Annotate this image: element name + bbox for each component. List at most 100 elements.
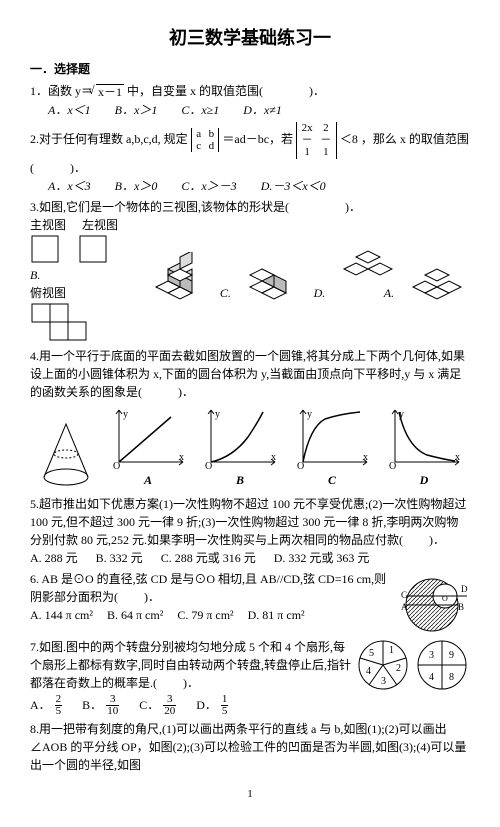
q6-opt-c: C. 79 π cm²: [177, 606, 233, 624]
q6-stem: 6. AB 是⊙O 的直径,弦 CD 是与⊙O 相切,且 AB//CD,弦 CD…: [30, 572, 386, 604]
svg-text:x: x: [179, 452, 184, 463]
q5-opt-b: B. 332 元: [96, 549, 143, 567]
q2-opt-a: A．x＜3: [48, 177, 91, 195]
svg-text:A: A: [401, 602, 408, 612]
q5-opt-a: A. 288 元: [30, 549, 78, 567]
q5-stem-end: )．: [429, 533, 445, 547]
q8-stem: 8.用一把带有刻度的角尺,(1)可以画出两条平行的直线 a 与 b,如图(1);…: [30, 722, 466, 772]
q7-d-lab: D．: [196, 696, 217, 714]
svg-text:O: O: [113, 461, 120, 469]
svg-text:O: O: [297, 461, 304, 469]
q3-opt-b: B.: [30, 268, 40, 282]
svg-text:x: x: [363, 452, 368, 463]
q6-stem-end: )．: [144, 590, 160, 604]
question-2: 2.对于任何有理数 a,b,c,d, 规定 a b c d ＝ad－bc，若 2…: [30, 122, 470, 194]
q2-opt-b: B．x＞0: [115, 177, 158, 195]
det2: 2x 2 －1 －1: [296, 122, 337, 158]
question-5: 5.超市推出如下优惠方案(1)一次性购物不超过 100 元不享受优惠;(2)一次…: [30, 495, 470, 567]
q7-opt-d: 15: [221, 694, 229, 717]
label-zuoshi: 左视图: [82, 216, 118, 234]
question-7: 7.如图.图中的两个转盘分别被均匀地分成 5 个和 4 个扇形,每个扇形上都标有…: [30, 638, 470, 717]
iso-option: [408, 252, 463, 302]
q1-stem-c: )．: [309, 84, 325, 98]
q6-opt-d: D. 81 π cm²: [248, 606, 305, 624]
q7-opt-c: 320: [163, 694, 176, 717]
svg-text:y: y: [123, 409, 128, 420]
svg-text:2: 2: [396, 663, 401, 674]
question-4: 4.用一个平行于底面的平面去截如图放置的一个圆锥,将其分成上下两个几何体,如果设…: [30, 347, 470, 489]
q2-opt-d: D.－3＜x＜0: [261, 177, 326, 195]
q2-stem-a: 2.对于任何有理数 a,b,c,d, 规定: [30, 132, 188, 146]
question-6: 6. AB 是⊙O 的直径,弦 CD 是与⊙O 相切,且 AB//CD,弦 CD…: [30, 570, 470, 635]
svg-text:5: 5: [369, 648, 374, 659]
graph-d: x y O: [387, 407, 462, 469]
radicand: x－1: [96, 84, 124, 99]
det1: a b c d: [191, 128, 220, 152]
q2-stem-b: ＝ad－bc，若: [222, 132, 293, 146]
q4-stem: 4.用一个平行于底面的平面去截如图放置的一个圆锥,将其分成上下两个几何体,如果设…: [30, 349, 465, 399]
q2-opt-c: C．x＞－3: [181, 177, 236, 195]
q2-stem-c: ＜8 ，那么 x 的取值范围: [340, 132, 469, 146]
q1-opt-a: A．x＜1: [48, 101, 91, 119]
iso-option: [151, 252, 206, 302]
svg-text:D: D: [461, 584, 468, 594]
q2-stem-e: )．: [70, 161, 86, 175]
q1-opt-d: D．x≠1: [243, 101, 282, 119]
svg-text:x: x: [271, 452, 276, 463]
q1-stem-a: 1．函数 y＝: [30, 84, 93, 98]
sqrt-expr: x－1 √: [96, 83, 124, 101]
three-view-icon: [30, 234, 120, 264]
q4-opt-c: C: [295, 471, 370, 489]
q5-opt-d: D. 332 元或 363 元: [274, 549, 370, 567]
q4-stem-end: )．: [178, 385, 194, 399]
q1-stem-b: 中，自变量 x 的取值范围(: [127, 84, 263, 98]
q6-opt-a: A. 144 π cm²: [30, 606, 93, 624]
svg-text:3: 3: [429, 650, 434, 661]
svg-text:O: O: [442, 594, 448, 603]
graph-b: x y O: [203, 407, 278, 469]
page-number: 1: [30, 786, 470, 803]
svg-text:1: 1: [389, 645, 394, 656]
svg-text:O: O: [389, 461, 396, 469]
svg-text:4: 4: [429, 672, 434, 683]
q6-opt-b: B. 64 π cm²: [107, 606, 163, 624]
iso-option: [245, 252, 300, 302]
q7-stem-end: )．: [183, 676, 199, 690]
top-view-icon: [30, 302, 90, 344]
graph-a: x y O: [111, 407, 186, 469]
svg-text:y: y: [399, 409, 404, 420]
svg-text:B: B: [458, 602, 464, 612]
q4-opt-a: A: [111, 471, 186, 489]
q2-stem-d: (: [30, 161, 34, 175]
q7-a-lab: A．: [30, 696, 51, 714]
svg-text:4: 4: [366, 666, 371, 677]
q3-stem: 3.如图,它们是一个物体的三视图,该物体的形状是(: [30, 200, 289, 214]
q3-opt-d: D.: [314, 286, 326, 300]
label-fushi: 俯视图: [30, 284, 140, 302]
svg-text:y: y: [215, 409, 220, 420]
q1-opt-b: B．x＞1: [115, 101, 158, 119]
svg-text:y: y: [307, 409, 312, 420]
q3-stem-end: )．: [345, 200, 361, 214]
svg-text:O: O: [205, 461, 212, 469]
question-3: 3.如图,它们是一个物体的三视图,该物体的形状是( )． 主视图 左视图 B. …: [30, 198, 470, 344]
question-1: 1．函数 y＝ x－1 √ 中，自变量 x 的取值范围( )． A．x＜1 B．…: [30, 82, 470, 119]
svg-text:8: 8: [449, 672, 454, 683]
q4-opt-d: D: [387, 471, 462, 489]
q7-opt-a: 25: [55, 694, 63, 717]
page-title: 初三数学基础练习一: [30, 25, 470, 52]
svg-text:3: 3: [381, 676, 386, 687]
q7-b-lab: B．: [82, 696, 102, 714]
q5-opt-c: C. 288 元或 316 元: [161, 549, 256, 567]
spinner-5: 1 5 2 4 3: [356, 638, 411, 693]
q3-opt-a: A.: [384, 286, 394, 300]
iso-option: [339, 234, 394, 284]
graph-c: x y O: [295, 407, 370, 469]
q3-opt-c: C.: [220, 286, 231, 300]
q1-opt-c: C．x≥1: [181, 101, 219, 119]
svg-text:x: x: [455, 452, 460, 463]
label-zhushi: 主视图: [30, 216, 66, 234]
svg-text:C: C: [401, 590, 407, 600]
circle-figure: C D A B O: [395, 570, 470, 635]
q4-opt-b: B: [203, 471, 278, 489]
